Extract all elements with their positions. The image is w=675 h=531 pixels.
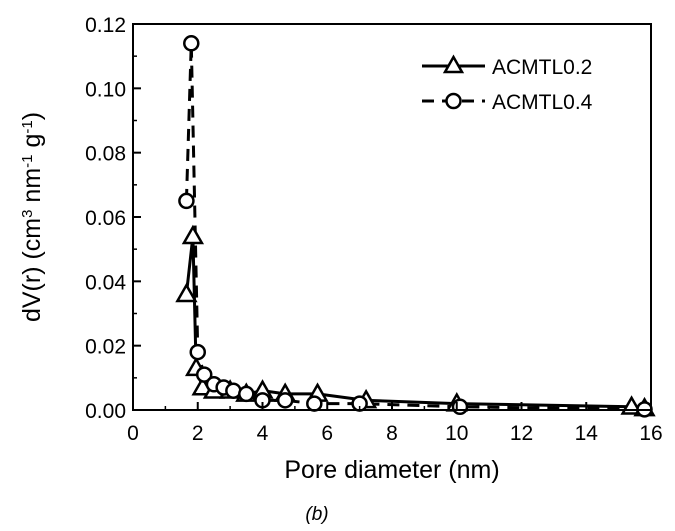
y-title-part-4: ) — [18, 112, 46, 120]
y-tick-label: 0.04 — [85, 271, 126, 294]
data-point-triangle — [181, 224, 205, 245]
legend-marker-circle — [445, 92, 462, 110]
y-axis-title: dV(r) (cm3 nm-1 g-1) — [18, 112, 46, 322]
x-tick-label: 10 — [445, 422, 468, 445]
y-tick-label: 0.12 — [85, 14, 126, 37]
y-title-part-1: dV(r) (cm — [18, 218, 46, 322]
y-title-sup-3: -1 — [19, 120, 36, 133]
x-tick-label: 0 — [127, 422, 139, 445]
data-point-circle — [238, 385, 255, 403]
data-point-circle — [451, 398, 469, 416]
y-tick-label: 0.00 — [85, 400, 126, 423]
x-tick-label: 16 — [639, 422, 662, 445]
data-point-triangle — [175, 282, 198, 303]
legend-label-acmtl02: ACMTL0.2 — [492, 56, 592, 79]
data-point-circle — [276, 392, 294, 409]
plot-frame — [132, 23, 652, 411]
y-tick-label: 0.02 — [85, 336, 126, 359]
x-tick-label: 6 — [321, 422, 333, 445]
legend-label-acmtl04: ACMTL0.4 — [492, 91, 593, 114]
y-title-part-3: g — [18, 134, 46, 155]
legend: ACMTL0.2 ACMTL0.4 — [422, 54, 593, 114]
x-axis-title: Pore diameter (nm) — [284, 456, 499, 484]
figure-caption: (b) — [305, 504, 328, 525]
y-tick-label: 0.06 — [85, 207, 126, 230]
y-title-sup-1: 3 — [19, 210, 36, 218]
data-point-circle — [189, 343, 206, 361]
x-tick-label: 14 — [575, 422, 599, 445]
x-tick-label: 4 — [257, 422, 269, 445]
data-point-circle — [306, 395, 323, 412]
y-tick-label: 0.08 — [85, 143, 126, 166]
x-tick-label: 8 — [386, 422, 398, 445]
legend-marker-triangle — [442, 54, 465, 74]
x-tick-label: 12 — [510, 422, 533, 445]
data-point-circle — [183, 35, 200, 52]
data-point-circle — [195, 366, 213, 383]
y-title-part-2: nm — [18, 168, 46, 210]
y-title-sup-2: -1 — [19, 155, 36, 168]
x-tick-label: 2 — [192, 422, 204, 445]
y-tick-label: 0.10 — [85, 78, 126, 101]
data-point-circle — [178, 192, 195, 210]
series-line-triangle — [184, 236, 645, 410]
